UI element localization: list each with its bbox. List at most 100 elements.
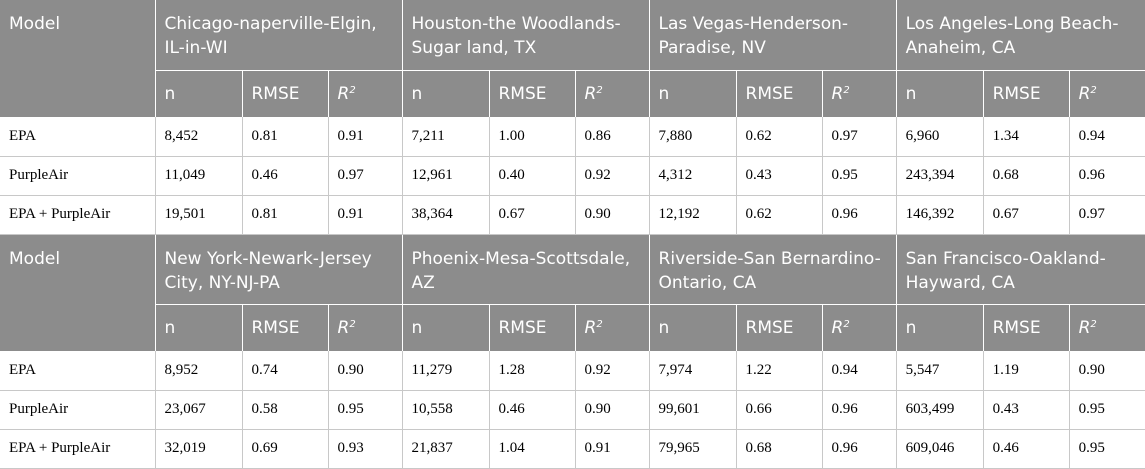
r2-cell: 0.94	[1068, 117, 1145, 157]
r2-cell: 0.95	[1068, 429, 1145, 469]
n-cell: 32,019	[154, 429, 242, 469]
rmse-cell: 0.81	[241, 195, 328, 235]
rmse-cell: 0.67	[488, 195, 575, 235]
r2-cell: 0.97	[821, 117, 897, 157]
r2-header: R2	[574, 70, 650, 117]
r2-header: R2	[327, 70, 402, 117]
n-cell: 5,547	[895, 351, 984, 391]
model-cell: PurpleAir	[0, 156, 155, 196]
n-cell: 243,394	[895, 156, 984, 196]
header-row: Model New York-Newark-Jersey City, NY-NJ…	[0, 234, 1145, 305]
block-2: Model New York-Newark-Jersey City, NY-NJ…	[0, 234, 1145, 469]
model-cell: PurpleAir	[0, 390, 155, 430]
rmse-header: RMSE	[982, 304, 1070, 351]
rmse-cell: 1.22	[735, 351, 823, 391]
model-cell: EPA + PurpleAir	[0, 429, 155, 469]
r2-cell: 0.91	[327, 117, 402, 157]
n-header: n	[401, 304, 489, 351]
r2-header: R2	[327, 304, 402, 351]
n-cell: 79,965	[648, 429, 737, 469]
n-header: n	[154, 70, 242, 117]
n-cell: 603,499	[895, 390, 984, 430]
rmse-cell: 1.19	[982, 351, 1070, 391]
n-cell: 99,601	[648, 390, 737, 430]
region-header: Las Vegas-Henderson-Paradise, NV	[648, 0, 897, 71]
r2-cell: 0.95	[327, 390, 402, 430]
rmse-cell: 1.28	[488, 351, 575, 391]
n-cell: 7,211	[401, 117, 489, 157]
n-cell: 609,046	[895, 429, 984, 469]
r2-header: R2	[821, 70, 897, 117]
n-header: n	[648, 70, 737, 117]
r2-cell: 0.96	[1068, 156, 1145, 196]
n-cell: 7,880	[648, 117, 737, 157]
n-cell: 10,558	[401, 390, 489, 430]
n-cell: 12,192	[648, 195, 737, 235]
block-1: Model Chicago-naperville-Elgin, IL-in-WI…	[0, 0, 1145, 235]
r2-header: R2	[821, 304, 897, 351]
r2-cell: 0.97	[1068, 195, 1145, 235]
n-cell: 146,392	[895, 195, 984, 235]
n-cell: 11,049	[154, 156, 242, 196]
n-cell: 21,837	[401, 429, 489, 469]
n-header: n	[895, 304, 984, 351]
subheader-row: n RMSE R2 n RMSE R2 n RMSE R2 n RMSE R2	[0, 70, 1145, 117]
r2-cell: 0.95	[1068, 390, 1145, 430]
r2-cell: 0.95	[821, 156, 897, 196]
rmse-cell: 0.68	[735, 429, 823, 469]
subheader-row: n RMSE R2 n RMSE R2 n RMSE R2 n RMSE R2	[0, 304, 1145, 351]
rmse-cell: 0.58	[241, 390, 328, 430]
rmse-cell: 0.69	[241, 429, 328, 469]
r2-cell: 0.92	[574, 351, 650, 391]
rmse-cell: 0.74	[241, 351, 328, 391]
model-header: Model	[9, 14, 61, 34]
rmse-cell: 1.00	[488, 117, 575, 157]
region-header: Riverside-San Bernardino-Ontario, CA	[648, 234, 897, 305]
rmse-cell: 0.43	[982, 390, 1070, 430]
r2-cell: 0.86	[574, 117, 650, 157]
r2-cell: 0.91	[327, 195, 402, 235]
r2-cell: 0.97	[327, 156, 402, 196]
model-header: Model	[9, 248, 61, 269]
region-header: New York-Newark-Jersey City, NY-NJ-PA	[154, 234, 402, 305]
n-header: n	[154, 304, 242, 351]
table-row: PurpleAir 23,067 0.58 0.95 10,558 0.46 0…	[0, 390, 1145, 430]
r2-cell: 0.96	[821, 390, 897, 430]
model-cell: EPA + PurpleAir	[0, 195, 155, 235]
n-cell: 4,312	[648, 156, 737, 196]
r2-cell: 0.92	[574, 156, 650, 196]
r2-cell: 0.90	[327, 351, 402, 391]
rmse-header: RMSE	[488, 70, 575, 117]
rmse-cell: 0.81	[241, 117, 328, 157]
model-cell: EPA	[0, 351, 155, 391]
n-cell: 8,452	[154, 117, 242, 157]
n-cell: 12,961	[401, 156, 489, 196]
r2-cell: 0.96	[821, 429, 897, 469]
rmse-header: RMSE	[735, 304, 823, 351]
rmse-cell: 0.68	[982, 156, 1070, 196]
region-header: San Francisco-Oakland-Hayward, CA	[895, 234, 1145, 305]
r2-header: R2	[1068, 304, 1145, 351]
region-header: Chicago-naperville-Elgin, IL-in-WI	[154, 0, 402, 71]
n-header: n	[895, 70, 984, 117]
region-header: Phoenix-Mesa-Scottsdale, AZ	[401, 234, 650, 305]
r2-cell: 0.90	[574, 195, 650, 235]
rmse-cell: 0.67	[982, 195, 1070, 235]
header-row: Model Chicago-naperville-Elgin, IL-in-WI…	[0, 0, 1145, 71]
rmse-cell: 0.62	[735, 195, 823, 235]
rmse-cell: 0.46	[241, 156, 328, 196]
r2-cell: 0.90	[1068, 351, 1145, 391]
n-header: n	[401, 70, 489, 117]
n-header: n	[648, 304, 737, 351]
r2-cell: 0.96	[821, 195, 897, 235]
rmse-cell: 0.43	[735, 156, 823, 196]
r2-cell: 0.93	[327, 429, 402, 469]
n-cell: 8,952	[154, 351, 242, 391]
rmse-header: RMSE	[241, 304, 328, 351]
rmse-cell: 0.62	[735, 117, 823, 157]
region-header: Los Angeles-Long Beach-Anaheim, CA	[895, 0, 1145, 71]
model-cell: EPA	[0, 117, 155, 157]
r2-header: R2	[574, 304, 650, 351]
table-row: EPA + PurpleAir 32,019 0.69 0.93 21,837 …	[0, 429, 1145, 469]
